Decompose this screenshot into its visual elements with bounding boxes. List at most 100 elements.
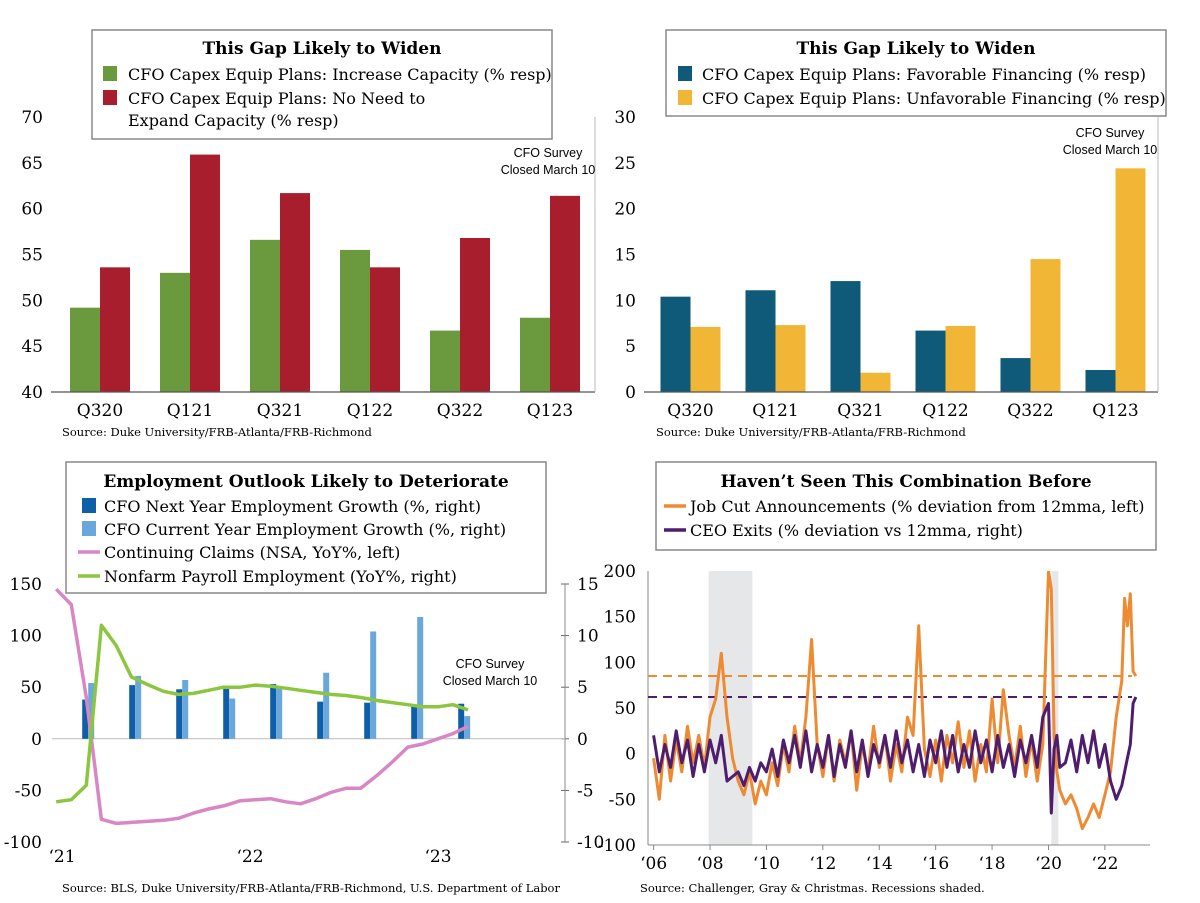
bar bbox=[660, 296, 691, 392]
bar-chart-p1: 40 45 50 55 60 65 70 Q320 Q121 Q321 Q122 Q322 Q123 bbox=[21, 108, 596, 421]
y-tick-label-right: 0 bbox=[577, 730, 588, 750]
x-tick-label: Q320 bbox=[77, 401, 123, 421]
x-tick-label: Q322 bbox=[437, 401, 483, 421]
y-tick-label: 65 bbox=[21, 154, 43, 174]
source-note: Source: Duke University/FRB-Atlanta/FRB-… bbox=[656, 425, 966, 439]
y-tick-label: 15 bbox=[614, 246, 636, 266]
x-tick-label: ‘10 bbox=[753, 854, 780, 874]
bar bbox=[411, 705, 418, 739]
y-tick-label: -100 bbox=[598, 836, 636, 856]
y-tick-label: 50 bbox=[614, 699, 636, 719]
y-tick-label: 0 bbox=[625, 383, 636, 403]
legend-swatch bbox=[82, 498, 96, 513]
bar bbox=[182, 679, 189, 739]
x-tick-label: ‘08 bbox=[697, 854, 724, 874]
legend-item-label: CFO Next Year Employment Growth (%, righ… bbox=[104, 497, 481, 516]
legend-frame bbox=[655, 461, 1157, 551]
bar bbox=[520, 317, 550, 392]
legend-item-label: CFO Capex Equip Plans: Increase Capacity… bbox=[128, 65, 552, 84]
y-tick-label: 10 bbox=[614, 291, 636, 311]
y-tick-label: 150 bbox=[604, 608, 636, 628]
bar bbox=[458, 703, 465, 739]
legend-frame bbox=[91, 29, 553, 140]
bar-chart-p2: 0 5 10 15 20 25 30 Q320 Q121 Q321 Q122 Q322 Q123 bbox=[614, 108, 1159, 421]
bar bbox=[830, 281, 861, 392]
bar bbox=[550, 195, 580, 392]
legend-p2: This Gap Likely to Widen CFO Capex Equip … bbox=[665, 29, 1167, 117]
y-tick-label: 70 bbox=[21, 108, 43, 128]
bar bbox=[176, 689, 183, 739]
series-line bbox=[652, 696, 1138, 815]
x-tick-label: ‘23 bbox=[424, 847, 451, 867]
bar bbox=[1115, 168, 1146, 392]
bar bbox=[229, 698, 236, 739]
y-tick-label-left: 50 bbox=[20, 678, 42, 698]
series-line bbox=[652, 571, 1138, 831]
legend-item-label: Expand Capacity (% resp) bbox=[128, 111, 339, 130]
x-tick-label: Q123 bbox=[527, 401, 573, 421]
y-tick-label-right: -5 bbox=[577, 781, 594, 801]
bar bbox=[1030, 259, 1061, 392]
y-tick-label-left: 0 bbox=[31, 730, 42, 750]
legend-item-label: CFO Current Year Employment Growth (%, r… bbox=[104, 520, 506, 539]
y-tick-label: 40 bbox=[21, 383, 43, 403]
bar bbox=[135, 675, 142, 739]
series-line bbox=[54, 587, 469, 826]
bar bbox=[1085, 370, 1116, 392]
bar bbox=[1000, 358, 1031, 392]
x-tick-label: Q121 bbox=[752, 401, 798, 421]
legend-swatch bbox=[82, 521, 96, 536]
bar bbox=[280, 193, 310, 392]
y-tick-label-left: -50 bbox=[15, 781, 42, 801]
y-tick-label: 55 bbox=[21, 246, 43, 266]
bar bbox=[190, 154, 220, 392]
bar bbox=[945, 326, 976, 392]
x-tick-label: ‘16 bbox=[922, 854, 949, 874]
legend-item-label: Continuing Claims (NSA, YoY%, left) bbox=[104, 543, 400, 562]
legend-swatch bbox=[103, 90, 117, 105]
bar bbox=[915, 330, 946, 392]
y-tick-label: 5 bbox=[625, 337, 636, 357]
bar bbox=[340, 249, 370, 392]
bar bbox=[364, 702, 371, 739]
x-tick-label: ‘20 bbox=[1035, 854, 1062, 874]
y-tick-label: 30 bbox=[614, 108, 636, 128]
x-tick-label: ‘06 bbox=[640, 854, 667, 874]
bar bbox=[317, 701, 324, 739]
x-tick-label: Q123 bbox=[1092, 401, 1138, 421]
y-tick-label: 20 bbox=[614, 200, 636, 220]
y-tick-label: 45 bbox=[21, 337, 43, 357]
y-tick-label-right: -10 bbox=[577, 833, 604, 853]
bar bbox=[745, 290, 776, 392]
bar bbox=[690, 326, 721, 392]
annotation-text: CFO Survey bbox=[514, 146, 584, 160]
y-tick-label-right: 10 bbox=[577, 627, 599, 647]
y-tick-label-right: 5 bbox=[577, 678, 588, 698]
y-tick-label: 50 bbox=[21, 291, 43, 311]
bar bbox=[417, 617, 424, 739]
x-tick-label: Q121 bbox=[167, 401, 213, 421]
legend-item-label: Job Cut Announcements (% deviation from … bbox=[688, 497, 1145, 516]
x-tick-label: Q320 bbox=[667, 401, 713, 421]
legend-item-label: CFO Capex Equip Plans: No Need to bbox=[128, 89, 425, 108]
y-tick-label-left: 150 bbox=[10, 575, 42, 595]
legend-frame bbox=[65, 461, 547, 594]
annotation-text: Closed March 10 bbox=[501, 163, 596, 177]
y-tick-label: -50 bbox=[609, 790, 636, 810]
source-note: Source: BLS, Duke University/FRB-Atlanta… bbox=[62, 881, 560, 895]
bar bbox=[370, 267, 400, 392]
bar bbox=[70, 307, 100, 392]
bar bbox=[276, 687, 283, 739]
line-chart-p4: -100 -50 0 50 100 150 200 ‘06 ‘08 ‘10 ‘12 ‘14 ‘16 ‘18… bbox=[598, 562, 1150, 874]
legend-frame bbox=[665, 29, 1167, 117]
bar bbox=[860, 372, 891, 392]
legend-p1: This Gap Likely to Widen CFO Capex Equip … bbox=[91, 29, 553, 140]
x-tick-label: Q321 bbox=[257, 401, 303, 421]
legend-item-label: CEO Exits (% deviation vs 12mma, right) bbox=[690, 521, 1023, 540]
annotation-text: Closed March 10 bbox=[1063, 143, 1158, 157]
y-tick-label-left: -100 bbox=[4, 833, 42, 853]
bar bbox=[430, 330, 460, 392]
source-note: Source: Duke University/FRB-Atlanta/FRB-… bbox=[62, 425, 372, 439]
